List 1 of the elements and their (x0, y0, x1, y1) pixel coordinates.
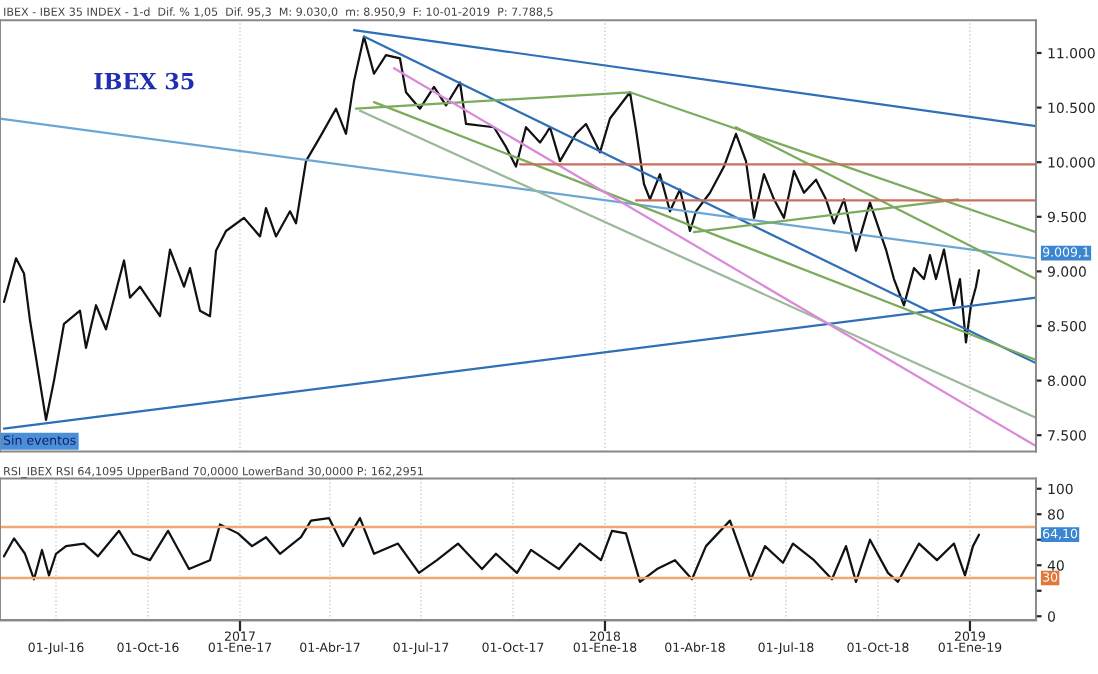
text: IBEX 35 (94, 72, 194, 90)
